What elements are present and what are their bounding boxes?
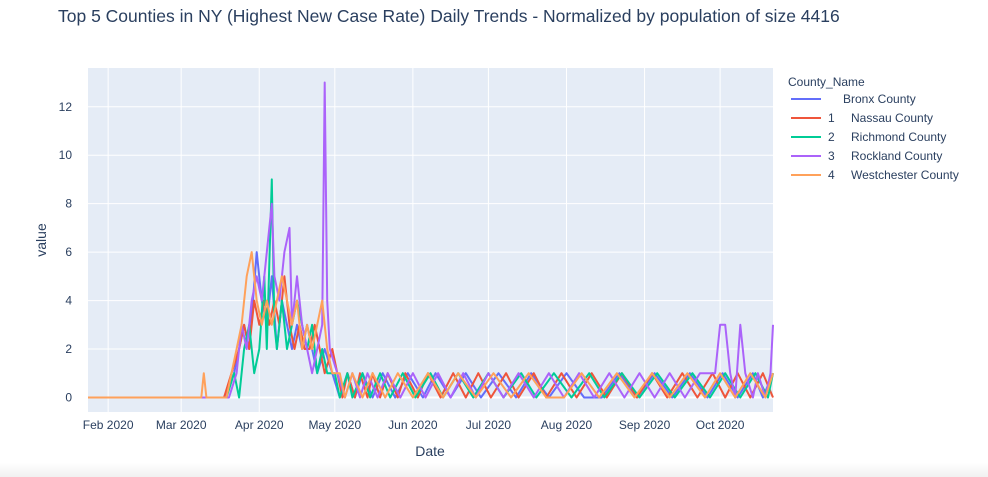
legend-label-2: Richmond County xyxy=(851,130,946,144)
series-lines xyxy=(88,81,774,399)
chart-title: Top 5 Counties in NY (Highest New Case R… xyxy=(58,6,840,26)
x-tick-label-2020-09-01: Sep 2020 xyxy=(619,418,671,432)
x-axis-label: Date xyxy=(415,443,445,459)
y-tick-label-10: 10 xyxy=(59,148,73,162)
y-tick-label-12: 12 xyxy=(59,100,73,114)
legend-label-4: Westchester County xyxy=(851,168,959,182)
x-tick-labels: Feb 2020 Mar 2020 Apr 2020 May 2020 Jun 2020… xyxy=(83,418,745,432)
legend-index-2: 2 xyxy=(828,130,835,144)
x-tick-label-2020-10-01: Oct 2020 xyxy=(696,418,745,432)
x-tick-label-2020-06-01: Jun 2020 xyxy=(388,418,438,432)
legend-label-1: Nassau County xyxy=(851,111,933,125)
x-tick-label-2020-04-01: Apr 2020 xyxy=(235,418,284,432)
y-tick-label-4: 4 xyxy=(65,294,72,308)
legend: County_Name Bronx County 1 Nassau County 2 R… xyxy=(788,75,959,182)
series-line-4 xyxy=(88,251,774,399)
y-tick-label-8: 8 xyxy=(65,197,72,211)
y-tick-label-2: 2 xyxy=(65,342,72,356)
y-tick-label-6: 6 xyxy=(65,245,72,259)
y-tick-label-0: 0 xyxy=(65,390,72,404)
x-tick-label-2020-02-01: Feb 2020 xyxy=(83,418,134,432)
legend-title: County_Name xyxy=(788,75,865,89)
y-axis-label: value xyxy=(33,223,49,257)
legend-index-3: 3 xyxy=(828,149,835,163)
y-tick-labels: 0 2 4 6 8 10 12 xyxy=(59,100,73,405)
x-gridlines xyxy=(107,68,721,412)
legend-label-3: Rockland County xyxy=(851,149,942,163)
x-tick-label-2020-05-01: May 2020 xyxy=(308,418,361,432)
x-tick-label-2020-07-01: Jul 2020 xyxy=(466,418,512,432)
y-gridlines xyxy=(88,106,773,399)
x-tick-label-2020-03-01: Mar 2020 xyxy=(156,418,207,432)
plot-background xyxy=(88,68,773,412)
legend-index-1: 1 xyxy=(828,111,835,125)
legend-index-4: 4 xyxy=(828,168,835,182)
legend-label-0: Bronx County xyxy=(843,92,916,106)
x-tick-label-2020-08-01: Aug 2020 xyxy=(541,418,593,432)
page-footer-strip xyxy=(0,463,988,477)
